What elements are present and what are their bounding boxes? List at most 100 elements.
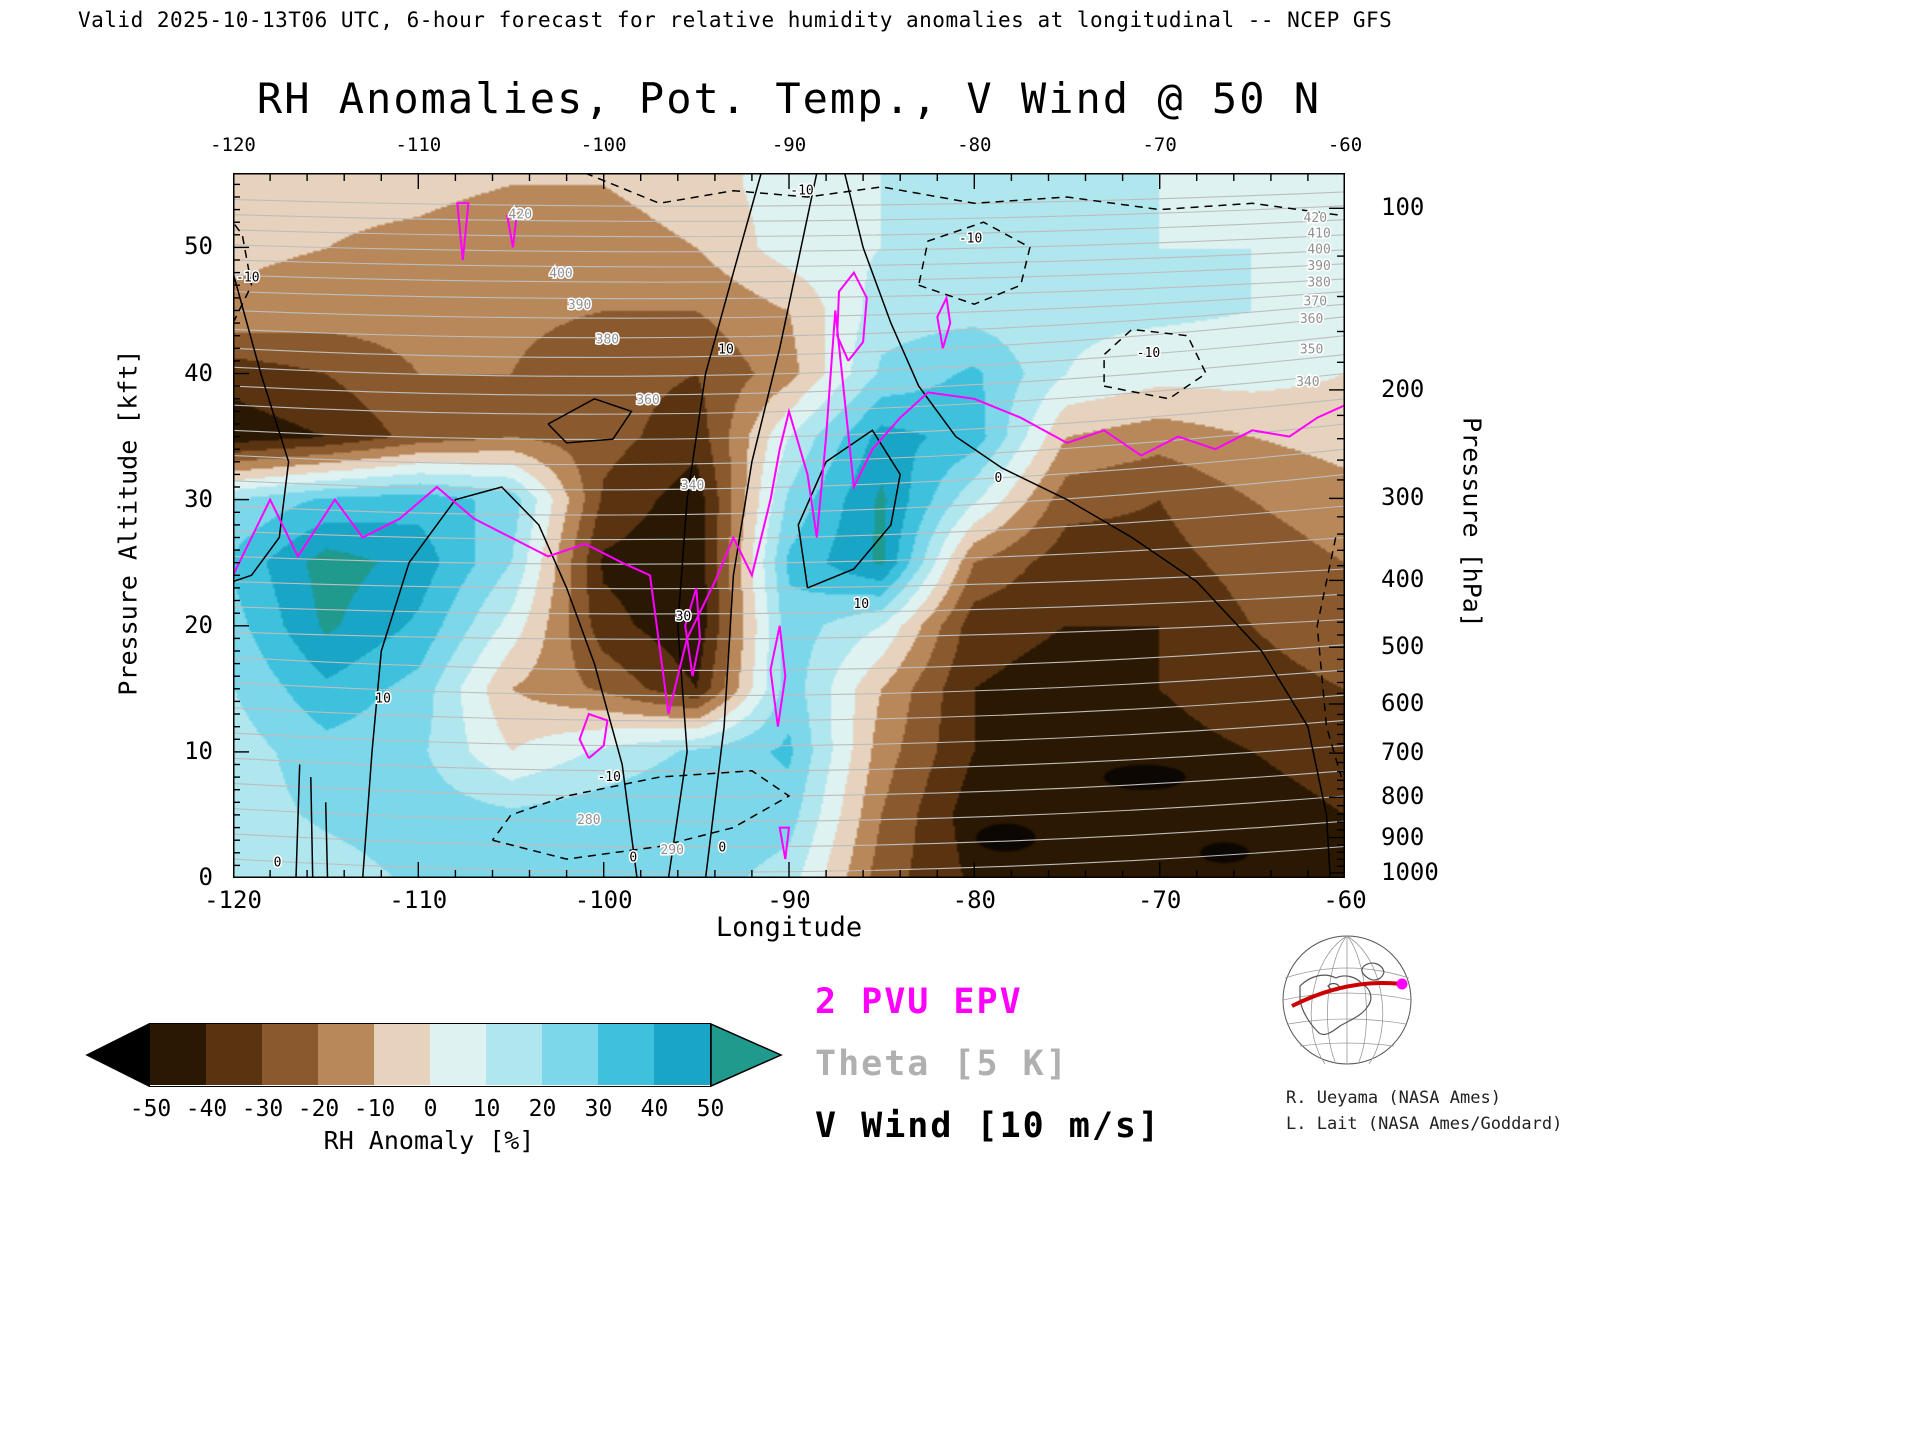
rh-anomaly-field-canvas [233,173,1345,878]
plot-area: 420 400 390 380 360 340 420 410 400 390 380 370 360 3… [233,173,1345,878]
x-bottom-tick-label: -90 [767,886,811,914]
svg-text:370: 370 [1304,294,1327,309]
x-bottom-tick-label: -70 [1137,886,1182,914]
colorbar-tick-label: 10 [472,1096,501,1122]
y-left-tick-label: 30 [184,484,213,513]
x-top-tick-label: -120 [210,134,256,156]
x-bottom-tick-label: -100 [574,886,633,914]
x-top-tick-label: -100 [580,134,627,156]
svg-text:10: 10 [375,692,391,707]
x-bottom-tick-label: -110 [389,886,448,914]
svg-text:340: 340 [681,479,704,494]
x-axis-title: Longitude [715,912,863,943]
cross-section-location-map [1282,935,1412,1065]
colorbar-tick-label: 0 [423,1096,438,1122]
left-axis-title: Pressure Altitude [kft] [113,349,143,696]
svg-text:30: 30 [676,610,692,625]
svg-text:350: 350 [1300,342,1323,357]
colorbar-under-arrow [85,1023,149,1087]
svg-text:420: 420 [1304,211,1327,226]
svg-text:340: 340 [1296,375,1319,390]
x-bottom-tick-label: -80 [952,886,996,914]
svg-text:-10: -10 [236,271,259,286]
svg-text:290: 290 [660,843,683,858]
svg-text:0: 0 [274,856,282,871]
svg-text:360: 360 [1300,312,1323,327]
x-top-tick-label: -70 [1142,134,1177,156]
y-right-tick-label: 800 [1381,782,1425,811]
colorbar-tick-label: -50 [129,1096,172,1122]
colorbar-segment [206,1024,262,1085]
svg-text:410: 410 [1307,226,1330,241]
svg-text:-10: -10 [597,770,620,785]
y-right-tick-label: 600 [1381,688,1425,717]
legend-vwind: V Wind [10 m/s] [815,1106,1162,1146]
y-right-tick-label: 300 [1381,483,1425,512]
colorbar-segment [262,1024,318,1085]
cross-section-track [1291,980,1403,1008]
svg-text:380: 380 [596,332,619,347]
colorbar-tick-label: 30 [584,1096,613,1122]
valid-time-header: Valid 2025-10-13T06 UTC, 6-hour forecast… [78,8,1393,32]
svg-text:420: 420 [509,207,532,222]
colorbar-over-arrow [711,1023,783,1087]
credits: R. Ueyama (NASA Ames) L. Lait (NASA Ames… [1286,1086,1562,1137]
colorbar-tick-label: -30 [241,1096,284,1122]
plot-title: RH Anomalies, Pot. Temp., V Wind @ 50 N [256,74,1322,123]
credit-line-1: R. Ueyama (NASA Ames) [1286,1088,1501,1108]
svg-text:400: 400 [549,267,572,282]
legend-theta: Theta [5 K] [815,1044,1069,1084]
x-top-tick-label: -60 [1327,134,1363,156]
y-left-tick-label: 50 [184,232,213,261]
x-top-tick-label: -90 [771,134,807,156]
svg-text:380: 380 [1307,276,1330,291]
y-right-tick-label: 200 [1381,374,1425,403]
colorbar-tick-label: -40 [185,1096,228,1122]
svg-text:0: 0 [629,851,637,866]
colorbar [85,1023,783,1087]
right-axis-title: Pressure [hPa] [1457,417,1487,628]
legend: 2 PVU EPV Theta [5 K] V Wind [10 m/s] [815,982,1161,1168]
x-top-tick-label: -80 [957,134,992,156]
colorbar-segment [542,1024,598,1085]
colorbar-tick-label: -20 [297,1096,340,1122]
colorbar-segment [598,1024,654,1085]
y-left-tick-label: 20 [184,610,213,639]
svg-text:-10: -10 [959,231,982,246]
svg-text:-10: -10 [1137,346,1160,361]
svg-text:0: 0 [718,841,726,856]
svg-text:280: 280 [577,813,600,828]
colorbar-segment [318,1024,374,1085]
colorbar-segment [654,1024,710,1085]
x-bottom-tick-label: -120 [204,886,262,914]
colorbar-segment [430,1024,486,1085]
colorbar-segment [150,1024,206,1085]
x-bottom-tick-label: -60 [1323,886,1367,914]
y-left-tick-label: 10 [184,736,213,765]
map-graticule [1282,935,1412,1065]
cross-section-endpoint-dot [1396,978,1408,990]
colorbar-segment [374,1024,430,1085]
legend-2pvu-epv: 2 PVU EPV [815,982,1023,1022]
y-left-tick-label: 0 [198,863,213,891]
svg-text:10: 10 [718,342,734,357]
y-right-tick-label: 400 [1381,565,1425,594]
y-right-tick-label: 100 [1381,193,1425,222]
colorbar-segments [149,1023,711,1087]
credit-line-2: L. Lait (NASA Ames/Goddard) [1286,1113,1563,1134]
svg-text:390: 390 [568,298,591,313]
y-right-tick-label: 900 [1381,822,1425,851]
y-right-tick-label: 700 [1381,738,1425,767]
colorbar-tick-label: 40 [640,1096,669,1122]
svg-text:390: 390 [1307,259,1330,274]
y-right-tick-label: 1000 [1381,857,1439,886]
svg-text:360: 360 [636,393,659,408]
colorbar-segment [486,1024,542,1085]
colorbar-tick-label: 20 [528,1096,557,1122]
svg-text:400: 400 [1307,243,1330,258]
svg-text:0: 0 [994,471,1002,486]
colorbar-tick-label: -10 [353,1096,396,1122]
svg-text:-10: -10 [790,183,813,198]
y-right-tick-label: 500 [1381,632,1425,661]
